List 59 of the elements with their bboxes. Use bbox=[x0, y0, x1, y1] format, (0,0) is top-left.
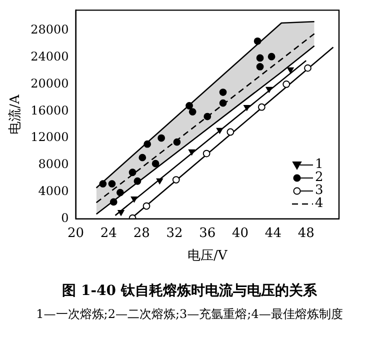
point bbox=[188, 108, 196, 116]
point bbox=[266, 86, 272, 93]
point bbox=[99, 180, 107, 188]
point bbox=[282, 80, 290, 88]
x-tick-label: 40 bbox=[232, 226, 249, 241]
point bbox=[268, 52, 276, 60]
point bbox=[202, 150, 210, 158]
point bbox=[118, 210, 124, 216]
text: 1—一次熔炼;2—二次熔炼;3—充氩重熔;4—最佳熔炼制度 bbox=[35, 306, 344, 323]
point bbox=[173, 138, 181, 146]
point bbox=[219, 88, 227, 96]
point bbox=[304, 64, 312, 72]
legend-label: 2 bbox=[315, 170, 324, 185]
point bbox=[244, 105, 250, 111]
point bbox=[116, 188, 124, 196]
x-axis-title: 电压/V bbox=[187, 248, 228, 264]
point bbox=[256, 54, 264, 62]
x-tick-label: 24 bbox=[100, 226, 117, 241]
x-tick-label: 28 bbox=[133, 226, 150, 241]
point bbox=[128, 168, 136, 176]
point bbox=[108, 180, 116, 188]
point bbox=[130, 196, 138, 202]
y-tick-label: 16000 bbox=[30, 103, 69, 118]
x-tick-label: 44 bbox=[264, 226, 282, 241]
x-tick-label: 32 bbox=[166, 226, 183, 241]
point bbox=[216, 128, 223, 134]
point bbox=[142, 202, 150, 210]
point bbox=[258, 103, 266, 111]
point bbox=[256, 63, 264, 70]
x-tick-label: 48 bbox=[298, 226, 314, 241]
y-tick-label: 12000 bbox=[30, 130, 69, 144]
point bbox=[188, 149, 196, 156]
text: 图 1-40 钛自耗熔炼时电流与电压的关系 bbox=[61, 282, 318, 300]
point bbox=[138, 154, 146, 162]
point bbox=[172, 176, 180, 184]
x-tick-label: 36 bbox=[199, 226, 216, 241]
y-tick-label: 24000 bbox=[30, 49, 69, 64]
y-tick-label: 8000 bbox=[38, 157, 69, 172]
point bbox=[144, 140, 152, 148]
y-tick-label: 20000 bbox=[30, 76, 69, 90]
point bbox=[186, 102, 193, 110]
y-tick-label: 4000 bbox=[38, 184, 69, 198]
point bbox=[110, 198, 118, 206]
y-tick-label: 28000 bbox=[30, 22, 69, 37]
legend-label: 1 bbox=[315, 157, 324, 172]
point bbox=[254, 37, 262, 45]
point bbox=[158, 134, 166, 142]
y-axis-title: 电流/A bbox=[7, 94, 24, 134]
legend-label: 4 bbox=[315, 196, 324, 211]
point bbox=[226, 128, 234, 136]
y-tick-label: 0 bbox=[61, 210, 69, 225]
x-tick-label: 20 bbox=[68, 226, 84, 241]
point bbox=[219, 99, 227, 107]
point bbox=[156, 178, 163, 184]
legend-label: 3 bbox=[315, 183, 324, 198]
point bbox=[134, 177, 142, 185]
point bbox=[152, 160, 160, 168]
point bbox=[287, 67, 294, 74]
point bbox=[204, 112, 212, 120]
